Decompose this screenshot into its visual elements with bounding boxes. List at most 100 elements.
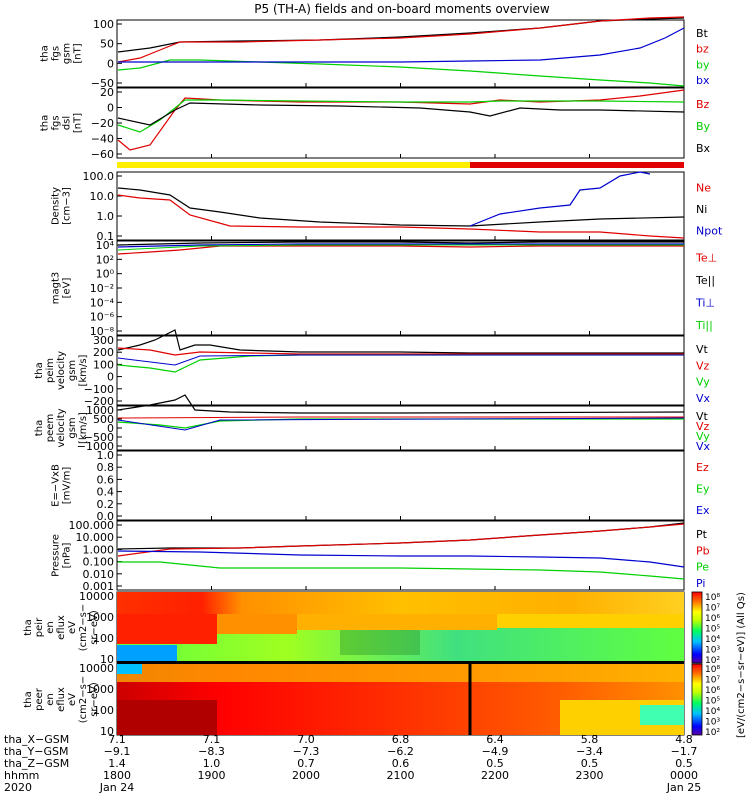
- y-axis-label: [nPa]: [62, 542, 73, 568]
- x-tick-value: −1.7: [671, 745, 698, 758]
- legend-item: Pb: [696, 544, 710, 557]
- y-axis-label: peer: [34, 687, 45, 711]
- x-row-label: 2020: [4, 781, 32, 794]
- colorbar-tick-label: 10⁵: [705, 625, 720, 635]
- panel-frame-density: [116, 171, 685, 241]
- y-axis-label: tha: [40, 115, 51, 131]
- legend-item: Vx: [696, 440, 711, 453]
- series-Npot: [469, 171, 651, 227]
- y-axis-label: eV: [67, 693, 78, 706]
- y-tick-label: 10⁻⁸: [90, 325, 115, 338]
- y-tick-label: 0.6: [97, 473, 115, 486]
- y-axis-label: peem: [45, 414, 56, 442]
- legend-item: Ey: [696, 483, 710, 496]
- y-tick-label: 0.010: [83, 568, 115, 581]
- y-tick-label: 20: [100, 86, 114, 99]
- series-peem-Vy: [117, 418, 684, 429]
- series-Ni: [117, 187, 685, 227]
- series-Te-perp: [117, 245, 684, 255]
- legend-item: Vz: [696, 420, 710, 433]
- y-tick-label: 10⁰: [96, 268, 115, 281]
- y-axis-label: (cm2−s−: [78, 676, 89, 723]
- y-tick-label: −1000: [77, 440, 114, 453]
- y-tick-label: 1000: [86, 683, 114, 696]
- x-tick-value: Jan 24: [99, 781, 134, 794]
- y-axis-label: tha: [23, 619, 34, 635]
- x-tick-value: 7.1: [203, 733, 221, 746]
- y-tick-label: −60: [91, 148, 114, 161]
- x-tick-value: 2300: [576, 769, 604, 782]
- series-Ti-perp: [117, 243, 684, 248]
- legend-item: bx: [696, 74, 710, 87]
- legend-item: Vx: [696, 392, 711, 405]
- panel-frame-temperature: [116, 240, 685, 336]
- legend-item: Ti||: [695, 319, 713, 332]
- x-tick-value: 2000: [292, 769, 320, 782]
- x-tick-value: −7.3: [293, 745, 320, 758]
- y-axis-label: peir: [34, 617, 45, 637]
- y-axis-label: [nT]: [73, 43, 84, 63]
- colorbar-tick-label: 10⁷: [705, 676, 720, 686]
- series-bx: [118, 27, 685, 63]
- peir-spectrogram: [117, 592, 684, 663]
- y-tick-label: 100: [93, 18, 114, 31]
- y-tick-label: 10000: [79, 590, 114, 603]
- legend-item: bz: [696, 43, 709, 56]
- y-axis-label: eflux: [56, 687, 67, 712]
- legend-item: Pt: [696, 528, 708, 541]
- series-bz: [117, 16, 685, 63]
- x-row-label: tha_Y−GSM: [4, 745, 68, 758]
- y-tick-label: 1000: [86, 404, 114, 417]
- y-tick-label: 10²: [96, 253, 114, 266]
- y-tick-label: −20: [91, 117, 114, 130]
- x-tick-value: Jan 25: [666, 781, 701, 794]
- x-row-label: tha_X−GSM: [4, 733, 69, 746]
- series-Bx: [117, 102, 685, 126]
- legend-item: Bx: [696, 142, 711, 155]
- series-peim-Vz: [117, 347, 684, 356]
- y-tick-label: −50: [91, 77, 114, 90]
- x-tick-value: 5.8: [581, 733, 599, 746]
- legend-item: Pe: [696, 561, 709, 574]
- y-tick-label: 500: [93, 413, 114, 426]
- y-tick-label: 0: [107, 57, 114, 70]
- y-tick-label: 10⁻²: [90, 282, 114, 295]
- colorbar-peer: [691, 663, 703, 736]
- legend-item: Vz: [696, 359, 710, 372]
- x-row-label: hhmm: [4, 769, 39, 782]
- x-tick-value: 4.8: [675, 733, 693, 746]
- x-tick-value: 2200: [481, 769, 509, 782]
- colorbar-tick-label: 10⁶: [705, 614, 720, 624]
- x-tick-value: −4.9: [482, 745, 509, 758]
- x-tick-value: −9.1: [104, 745, 131, 758]
- series-Bz: [117, 89, 685, 151]
- series-by: [117, 59, 685, 87]
- series-peim-Vt: [117, 329, 684, 354]
- series-Te-parallel: [117, 241, 684, 246]
- legend-item: Ex: [696, 504, 710, 517]
- y-tick-label: 1.0: [97, 449, 115, 462]
- y-axis-label: fgs: [51, 46, 62, 61]
- panel-content: [117, 16, 703, 736]
- legend-item: Bt: [696, 27, 709, 40]
- colorbar-tick-label: 10⁴: [705, 707, 720, 717]
- y-tick-label: 0.4: [97, 486, 115, 499]
- colorbar-tick-label: 10²: [705, 728, 720, 738]
- legend-item: Vt: [696, 410, 709, 423]
- y-tick-label: 0.2: [97, 498, 115, 511]
- y-tick-label: 1000: [86, 611, 114, 624]
- legend-item: Pi: [696, 577, 705, 590]
- x-tick-value: −6.2: [387, 745, 414, 758]
- series-peim-Vy: [117, 354, 684, 373]
- y-tick-label: 100: [93, 632, 114, 645]
- y-tick-label: 0: [107, 102, 114, 115]
- y-axis-label: dsl: [62, 116, 73, 130]
- series-Pb: [117, 523, 685, 557]
- y-axis-label: velocity: [56, 408, 67, 447]
- y-tick-label: 50: [100, 38, 114, 51]
- y-axis-label: magt3: [51, 272, 62, 305]
- y-tick-label: −500: [84, 431, 114, 444]
- y-tick-label: −40: [91, 133, 114, 146]
- y-tick-label: 100.000: [69, 519, 115, 532]
